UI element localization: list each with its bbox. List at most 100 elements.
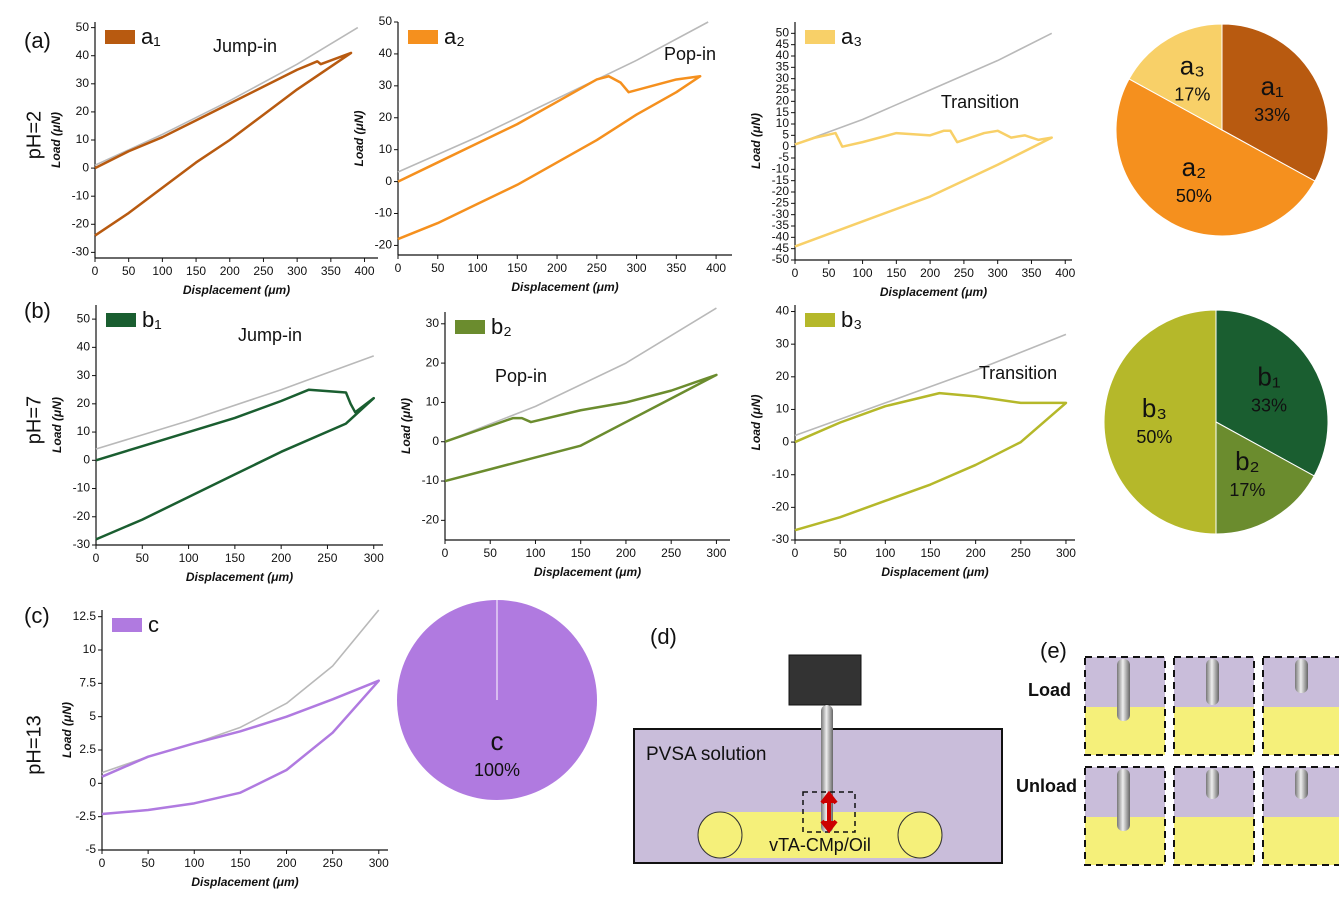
x-axis-title: Displacement (μm) <box>183 283 290 297</box>
y-tick-label: 2.5 <box>79 742 96 756</box>
x-axis-title: Displacement (μm) <box>880 285 987 299</box>
legend-swatch <box>455 320 485 334</box>
x-tick-label: 50 <box>431 261 445 275</box>
x-tick-label: 350 <box>666 261 686 275</box>
figure: (d) PVSA solution vTA-CMp/Oil (e) Load U… <box>0 0 1339 898</box>
y-tick-label: 10 <box>379 142 393 156</box>
y-tick-label: -10 <box>72 188 90 202</box>
y-tick-label: 0 <box>89 776 96 790</box>
curve <box>445 308 716 442</box>
x-tick-label: 400 <box>1055 266 1075 280</box>
curve <box>795 33 1052 144</box>
x-tick-label: 200 <box>966 546 986 560</box>
panel-label: (c) <box>24 603 50 628</box>
y-tick-label: -10 <box>73 481 91 495</box>
x-axis-title: Displacement (μm) <box>191 875 298 889</box>
y-tick-label: 10 <box>83 642 97 656</box>
y-tick-label: 5 <box>89 709 96 723</box>
probe <box>1206 769 1219 799</box>
cell-bottom <box>1174 817 1254 865</box>
x-tick-label: 50 <box>822 266 836 280</box>
legend-swatch <box>105 30 135 44</box>
y-tick-label: -2.5 <box>75 809 96 823</box>
x-tick-label: 150 <box>230 856 250 870</box>
x-tick-label: 300 <box>369 856 389 870</box>
y-tick-label: 0 <box>82 160 89 174</box>
label: Load <box>1028 680 1071 700</box>
y-tick-label: 10 <box>76 132 90 146</box>
y-tick-label: 30 <box>379 78 393 92</box>
y-tick-label: -5 <box>85 842 96 856</box>
y-axis-title: Load (μN) <box>399 398 413 454</box>
curve <box>398 76 700 239</box>
probe <box>1117 769 1130 831</box>
x-tick-label: 250 <box>587 261 607 275</box>
y-tick-label: 50 <box>77 311 91 325</box>
slice-name: b₂ <box>1235 446 1260 476</box>
curve <box>95 53 351 236</box>
x-tick-label: 150 <box>886 266 906 280</box>
y-tick-label: 50 <box>76 20 90 34</box>
label: PVSA solution <box>646 744 766 765</box>
y-tick-label: 7.5 <box>79 676 96 690</box>
x-axis-title: Displacement (μm) <box>534 565 641 579</box>
y-tick-label: 50 <box>379 14 393 28</box>
curve <box>445 375 716 481</box>
y-axis-title: Load (μN) <box>352 111 366 167</box>
y-tick-label: -10 <box>375 206 393 220</box>
y-tick-label: -10 <box>422 473 440 487</box>
x-tick-label: 100 <box>525 546 545 560</box>
x-tick-label: 50 <box>141 856 155 870</box>
x-tick-label: 0 <box>792 546 799 560</box>
y-tick-label: 30 <box>76 76 90 90</box>
row-label: pH=13 <box>23 715 45 775</box>
slice-label: 33% <box>1251 395 1287 415</box>
y-axis-title: Load (μN) <box>60 702 74 758</box>
slice-name: b₃ <box>1142 393 1167 423</box>
y-tick-label: 20 <box>379 110 393 124</box>
diagram-e: (e) Load Unload <box>1016 638 1339 865</box>
x-tick-label: 100 <box>853 266 873 280</box>
x-tick-label: 150 <box>186 264 206 278</box>
x-tick-label: 50 <box>136 551 150 565</box>
annotation: Pop-in <box>664 44 716 64</box>
curve <box>795 393 1066 530</box>
y-tick-label: 0 <box>83 452 90 466</box>
legend-label: b₂ <box>491 314 512 339</box>
cantilever <box>789 655 861 705</box>
y-tick-label: 10 <box>776 402 790 416</box>
legend-swatch <box>408 30 438 44</box>
y-tick-label: 12.5 <box>73 609 97 623</box>
y-tick-label: 40 <box>76 48 90 62</box>
x-tick-label: 50 <box>484 546 498 560</box>
x-tick-label: 200 <box>277 856 297 870</box>
y-tick-label: 30 <box>77 368 91 382</box>
x-tick-label: 100 <box>875 546 895 560</box>
x-tick-label: 150 <box>225 551 245 565</box>
curve <box>795 131 1052 247</box>
slice-label: 17% <box>1174 85 1210 105</box>
slice-label: 50% <box>1176 186 1212 206</box>
x-axis-title: Displacement (μm) <box>186 570 293 584</box>
y-tick-label: -10 <box>772 467 790 481</box>
y-tick-label: 50 <box>776 26 790 40</box>
probe <box>1295 659 1308 693</box>
legend-swatch <box>805 30 835 44</box>
legend-label: a₂ <box>444 24 465 49</box>
x-tick-label: 100 <box>184 856 204 870</box>
annotation: Jump-in <box>213 36 277 56</box>
x-tick-label: 250 <box>323 856 343 870</box>
y-tick-label: 30 <box>776 336 790 350</box>
slice-label: 50% <box>1136 427 1172 447</box>
x-tick-label: 350 <box>1021 266 1041 280</box>
y-tick-label: 20 <box>776 369 790 383</box>
annotation: Transition <box>979 363 1057 383</box>
y-tick-label: 0 <box>782 434 789 448</box>
y-tick-label: -20 <box>73 509 91 523</box>
x-axis-title: Displacement (μm) <box>881 565 988 579</box>
x-tick-label: 100 <box>468 261 488 275</box>
legend-swatch <box>112 618 142 632</box>
x-tick-label: 300 <box>706 546 726 560</box>
probe <box>1117 659 1130 721</box>
y-axis-title: Load (μN) <box>749 395 763 451</box>
